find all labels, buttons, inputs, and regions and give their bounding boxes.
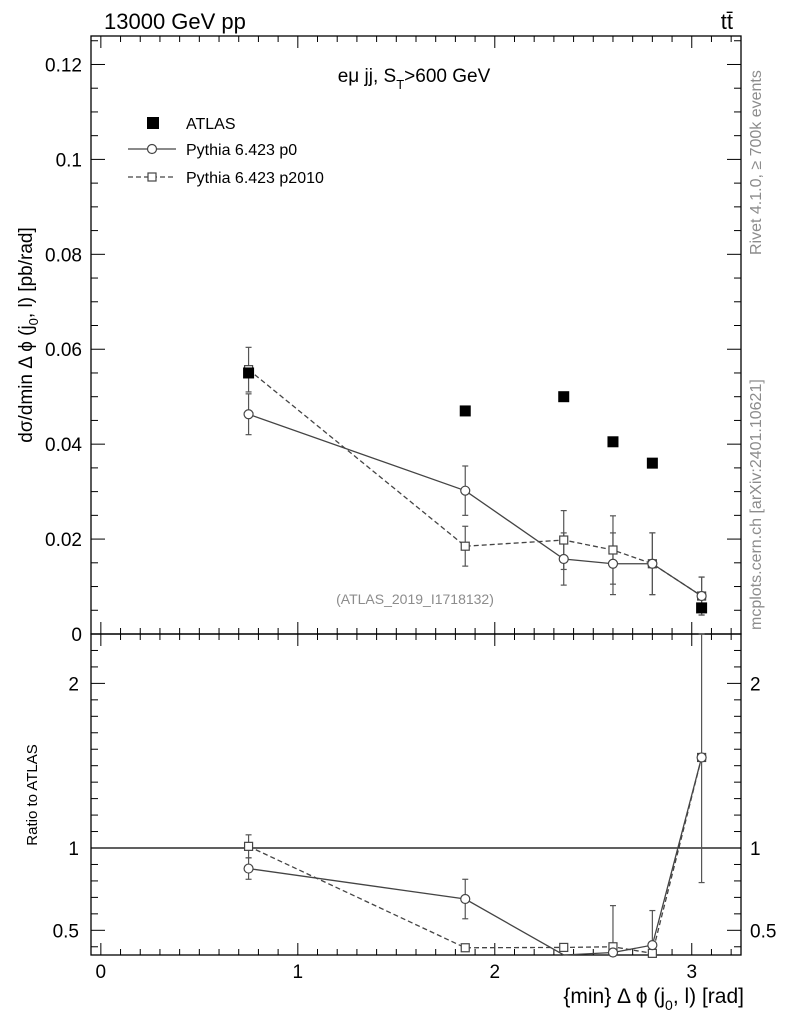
main-y-tick-label: 0.04	[45, 435, 82, 456]
legend-p2010-marker	[147, 172, 157, 182]
legend-p0-marker	[146, 143, 158, 155]
ratio-y-tick-label-left: 1	[68, 839, 79, 860]
legend-p2010-label: Pythia 6.423 p2010	[186, 170, 324, 187]
mcplots-watermark: mcplots.cern.ch [arXiv:2401.10621]	[748, 379, 765, 630]
main-y-tick-label: 0.06	[45, 340, 82, 361]
p0-point	[558, 553, 569, 565]
p2010-point	[460, 541, 470, 551]
p0-series-line	[248, 413, 702, 597]
p2010-point	[608, 545, 618, 555]
atlas-point	[696, 602, 708, 614]
p0-point	[607, 558, 619, 569]
x-tick-label: 1	[293, 962, 304, 983]
ratio-p2010-point	[559, 942, 569, 953]
atlas-point	[243, 367, 255, 379]
ratio-p0-point	[696, 752, 707, 763]
ratio-y-tick-label-left: 0.5	[53, 921, 79, 942]
ratio-y-tick-label-right: 2	[750, 674, 761, 695]
ratio-plot-marks	[91, 633, 741, 958]
p2010-point	[559, 535, 569, 545]
ratio-y-tick-label-right: 0.5	[750, 921, 776, 942]
ratio-p2010-point	[647, 948, 657, 958]
p2010-series-line	[248, 369, 702, 597]
process-label: tt̄	[721, 9, 733, 34]
ratio-plot-panel: 0 1 2 3 0.5 0.5 1 1 2 2 Ratio to ATLAS {min} Δ ϕ …	[24, 633, 776, 1013]
atlas-point	[646, 457, 658, 469]
p0-point	[460, 485, 471, 496]
rivet-watermark: Rivet 4.1.0, ≥ 700k events	[748, 70, 765, 255]
ratio-y-axis-label: Ratio to ATLAS	[24, 744, 41, 845]
ratio-p0-point	[460, 893, 471, 905]
ratio-p2010-series-line	[248, 757, 703, 955]
atlas-point	[558, 391, 570, 403]
ratio-axis-ticks: 0 1 2 3 0.5 0.5 1 1 2 2	[53, 634, 776, 983]
x-tick-label: 0	[96, 962, 107, 983]
legend-atlas-label: ATLAS	[186, 116, 236, 133]
main-axis-ticks: 0 0.02 0.04 0.06 0.08 0.1 0.12	[45, 36, 741, 646]
ratio-p2010-point	[460, 943, 470, 953]
ratio-plot-frame	[90, 633, 742, 956]
main-y-tick-label: 0.12	[45, 55, 82, 76]
analysis-id: (ATLAS_2019_I1718132)	[336, 591, 494, 607]
ratio-p0-point	[647, 940, 658, 951]
atlas-point	[459, 405, 471, 417]
main-y-tick-label: 0	[71, 625, 82, 646]
main-plot-title: eμ jj, ST>600 GeV	[338, 66, 491, 92]
p0-point	[243, 409, 254, 420]
legend-p0-label: Pythia 6.423 p0	[186, 142, 297, 159]
main-y-axis-label: dσ/dmin Δ ϕ (j0, l) [pb/rad]	[16, 227, 41, 443]
x-axis-label: {min} Δ ϕ (j0, l) [rad]	[563, 985, 744, 1013]
atlas-point	[607, 436, 619, 448]
legend: ATLAS Pythia 6.423 p0 Pythia 6.423 p2010	[128, 116, 324, 187]
main-y-tick-label: 0.1	[56, 150, 82, 171]
ratio-y-tick-label-left: 2	[68, 674, 79, 695]
ratio-p0-point	[607, 947, 619, 958]
main-plot-panel: 0 0.02 0.04 0.06 0.08 0.1 0.12 eμ jj, ST>600 G…	[16, 35, 742, 646]
ratio-p0-series-line	[248, 757, 703, 956]
p0-point	[647, 558, 658, 569]
x-tick-label: 2	[489, 962, 500, 983]
ratio-y-tick-label-right: 1	[750, 839, 761, 860]
main-plot-marks	[243, 346, 708, 616]
p0-point	[696, 590, 707, 602]
legend-atlas-marker	[147, 117, 159, 129]
ratio-p2010-point	[243, 841, 254, 851]
x-tick-label: 3	[686, 962, 697, 983]
main-y-tick-label: 0.08	[45, 245, 82, 266]
energy-label: 13000 GeV pp	[104, 9, 246, 34]
main-y-tick-label: 0.02	[45, 530, 82, 551]
ratio-p0-point	[243, 863, 254, 874]
